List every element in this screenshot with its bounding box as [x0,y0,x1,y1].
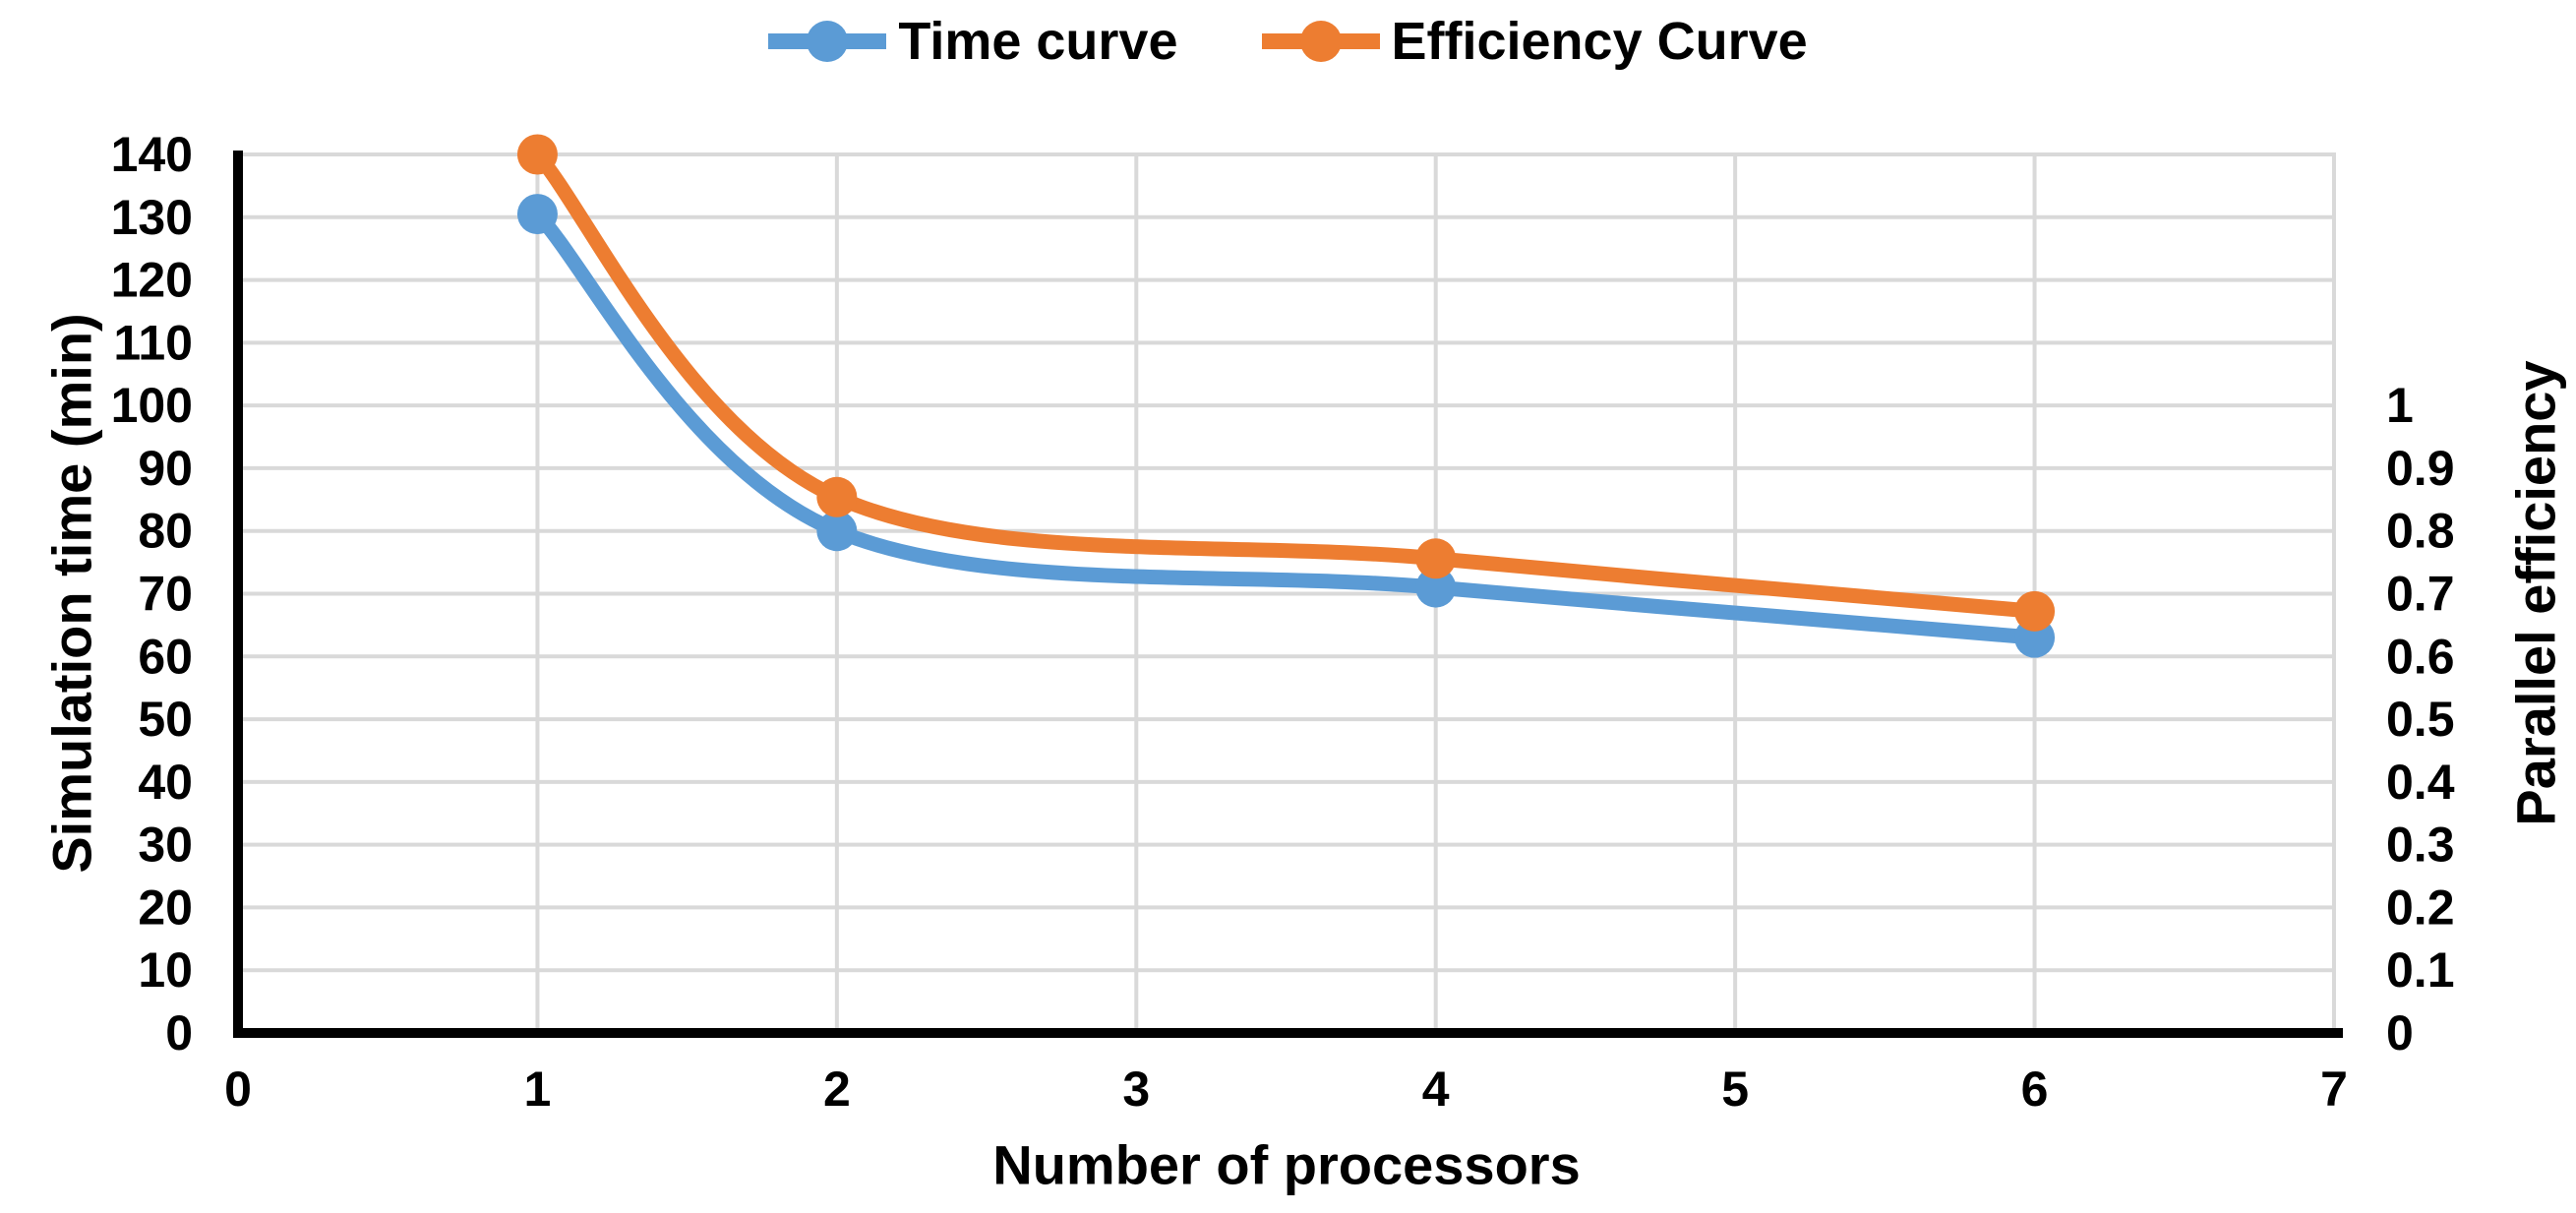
legend-label-efficiency-curve: Efficiency Curve [1391,12,1808,71]
left-y-tick-label: 110 [113,315,193,370]
x-tick-label: 0 [224,1061,252,1117]
data-point-efficiency-curve [1415,538,1457,579]
right-y-tick-label: 0.2 [2386,879,2455,935]
right-y-tick-label: 0.7 [2386,567,2455,622]
right-y-tick-label: 0.8 [2386,504,2455,559]
series-line-efficiency-curve [529,147,2043,619]
left-y-tick-label: 130 [111,190,193,245]
left-y-tick-label: 20 [138,879,193,935]
x-tick-label: 7 [2320,1061,2348,1117]
left-y-tick-label: 120 [111,253,193,308]
y-axis-line [233,151,243,1038]
x-tick-label: 5 [1721,1061,1749,1117]
left-y-tick-label: 100 [111,378,193,433]
x-tick-label: 6 [2021,1061,2049,1117]
right-y-tick-label: 0.3 [2386,818,2455,873]
legend-label-time-curve: Time curve [898,12,1178,71]
left-y-tick-label: 140 [111,127,193,182]
left-y-tick-label: 90 [138,441,193,496]
data-point-time-curve [816,511,858,552]
x-axis-title: Number of processors [992,1133,1581,1196]
right-y-tick-label: 0.6 [2386,629,2455,684]
right-y-tick-label: 0.9 [2386,441,2455,496]
left-y-tick-label: 60 [138,629,193,684]
left-y-tick-label: 80 [138,504,193,559]
left-y-tick-label: 10 [138,942,193,998]
left-y-tick-label: 40 [138,755,193,810]
efficiency-curve-line-marker-icon [1261,21,1380,62]
left-y-tick-label: 0 [165,1005,193,1061]
legend-item-time-curve: Time curve [768,10,1178,73]
series-line-time-curve [529,207,2043,645]
right-y-tick-label: 0.4 [2386,755,2455,810]
data-point-time-curve [1415,567,1457,608]
left-y-tick-label: 70 [138,567,193,622]
data-point-efficiency-curve [2014,590,2056,632]
right-y-tick-label: 1 [2386,378,2414,433]
legend: Time curve Efficiency Curve [0,10,2576,73]
x-tick-label: 4 [1422,1061,1450,1117]
time-curve-line-marker-icon [768,21,887,62]
x-axis-line [233,1028,2343,1038]
left-y-tick-label: 30 [138,818,193,873]
right-y-tick-label: 0.1 [2386,942,2455,998]
x-tick-label: 2 [823,1061,851,1117]
right-y-tick-label: 0 [2386,1005,2414,1061]
left-y-tick-label: 50 [138,692,193,747]
data-point-efficiency-curve [516,134,558,175]
data-point-efficiency-curve [816,476,858,517]
data-point-time-curve [516,194,558,235]
x-tick-label: 3 [1122,1061,1150,1117]
legend-item-efficiency-curve: Efficiency Curve [1261,10,1808,73]
x-tick-label: 1 [524,1061,552,1117]
right-y-tick-label: 0.5 [2386,692,2455,747]
